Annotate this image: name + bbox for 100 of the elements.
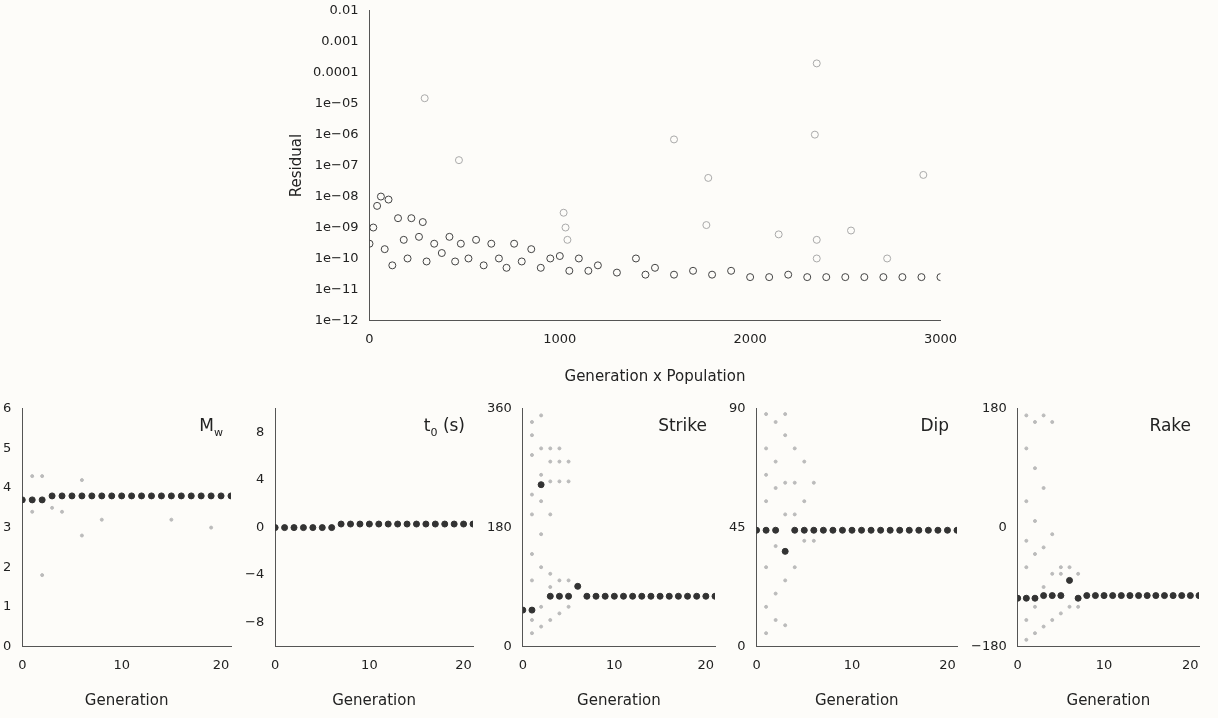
point [765, 273, 774, 282]
point [1186, 592, 1194, 600]
point [1100, 592, 1108, 600]
x-tick-label: 20 [939, 656, 956, 672]
y-tick-label: 6 [2, 400, 12, 416]
point [403, 254, 412, 263]
y-tick-label: 0 [998, 518, 1007, 534]
x-axis-title: Generation [814, 690, 899, 709]
x-tick-label: 1000 [543, 330, 577, 346]
point [917, 273, 926, 282]
point [527, 245, 536, 254]
y-tick-label: 0.001 [321, 33, 359, 49]
point [563, 235, 572, 244]
point [689, 266, 698, 275]
x-tick-label: 0 [271, 656, 280, 672]
point [727, 266, 736, 275]
point [684, 592, 692, 600]
x-axis-title: Generation x Population [564, 366, 746, 385]
point [1031, 594, 1039, 602]
point [494, 254, 503, 263]
point [510, 239, 519, 248]
y-tick-label: 360 [486, 400, 512, 416]
point [422, 257, 431, 266]
y-tick-label: 2 [2, 558, 12, 574]
y-tick-label: 1e−08 [314, 187, 359, 203]
point [702, 221, 711, 230]
point [565, 592, 573, 600]
point [445, 232, 454, 241]
point [593, 261, 602, 270]
point [394, 214, 403, 223]
point [860, 273, 869, 282]
y-tick-label: 0.0001 [312, 64, 359, 80]
point [561, 223, 570, 232]
y-tick-label: −8 [244, 614, 265, 630]
point [1126, 592, 1134, 600]
point [1109, 592, 1117, 600]
y-tick-label: 180 [486, 518, 512, 534]
point [472, 235, 481, 244]
y-tick-label: 180 [981, 400, 1007, 416]
x-tick-label: 10 [361, 656, 378, 672]
point [583, 592, 591, 600]
point [555, 592, 563, 600]
point [665, 592, 673, 600]
y-tick-label: 1e−06 [314, 126, 359, 142]
point [656, 592, 664, 600]
point [883, 254, 892, 263]
point [407, 214, 416, 223]
point [674, 592, 682, 600]
point [399, 235, 408, 244]
point [456, 239, 465, 248]
y-tick-label: 4 [2, 479, 12, 495]
point [1083, 592, 1091, 600]
point [414, 232, 423, 241]
point [1160, 592, 1168, 600]
x-axis-title: Generation [332, 690, 416, 709]
x-tick-label: 20 [697, 656, 715, 672]
point [502, 263, 511, 272]
point [559, 208, 568, 217]
point [1117, 592, 1125, 600]
y-tick-label: 5 [2, 439, 12, 455]
point [612, 268, 621, 277]
point [704, 173, 713, 182]
x-tick-label: 0 [365, 330, 374, 346]
point [810, 130, 819, 139]
x-tick-label: 0 [18, 656, 27, 672]
point [1091, 592, 1099, 600]
y-tick-label: 0 [255, 518, 265, 534]
point [879, 273, 888, 282]
point [1169, 592, 1177, 600]
x-tick-label: 20 [455, 656, 472, 672]
point [641, 270, 650, 279]
x-axis-title: Generation [1066, 690, 1151, 709]
point [631, 254, 640, 263]
x-tick-label: 20 [212, 656, 230, 672]
point [451, 257, 460, 266]
point [517, 257, 526, 266]
y-tick-label: 1 [2, 598, 12, 614]
point [420, 94, 429, 103]
point [746, 273, 755, 282]
chart-title: Dip [920, 414, 949, 435]
point [702, 592, 710, 600]
x-tick-label: 2000 [733, 330, 767, 346]
y-tick-label: 4 [255, 471, 265, 487]
point [629, 592, 637, 600]
point [418, 218, 427, 227]
point [388, 261, 397, 270]
point [584, 266, 593, 275]
y-tick-label: 90 [729, 400, 746, 416]
x-tick-label: 10 [843, 656, 861, 672]
point [708, 270, 717, 279]
point [647, 592, 655, 600]
x-tick-label: 10 [113, 656, 130, 672]
y-tick-label: −4 [244, 566, 265, 582]
point [487, 239, 496, 248]
point [1074, 594, 1082, 602]
point [592, 592, 600, 600]
x-tick-label: 3000 [923, 330, 957, 346]
point [437, 249, 446, 258]
point [919, 170, 928, 179]
point [847, 226, 856, 235]
